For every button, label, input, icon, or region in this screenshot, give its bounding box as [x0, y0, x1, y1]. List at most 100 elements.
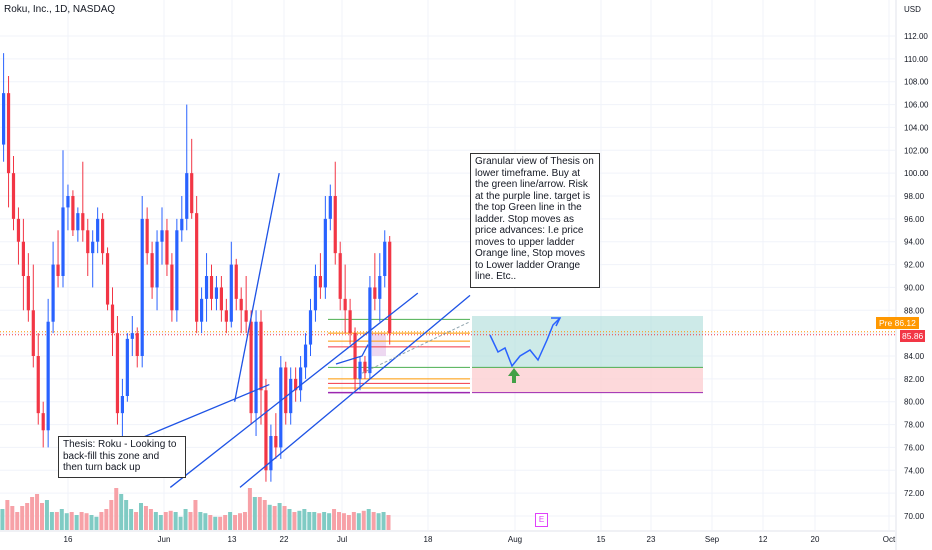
price-tick-label: 96.00 [904, 215, 925, 224]
candle-body [36, 356, 40, 414]
candle-body [274, 436, 278, 448]
price-tick-label: 78.00 [904, 421, 925, 430]
volume-bar [134, 512, 139, 530]
volume-bar [242, 512, 247, 530]
time-tick-label: 20 [811, 535, 820, 544]
candle-body [234, 264, 238, 299]
volume-bar [228, 512, 233, 530]
volume-bar [178, 516, 183, 530]
volume-bar [40, 503, 44, 530]
candle-body [343, 298, 347, 311]
price-tick-label: 76.00 [904, 443, 925, 452]
volume-bar [213, 516, 218, 530]
volume-bar [173, 512, 178, 530]
candle-body [66, 196, 70, 208]
candle-body [160, 230, 164, 242]
volume-bar [317, 513, 322, 530]
candle-body [209, 276, 214, 299]
volume-bar [139, 503, 143, 530]
volume-bar [44, 500, 49, 530]
time-tick-label: Oct [883, 535, 896, 544]
candle-body [259, 321, 263, 391]
time-tick-label: 18 [424, 535, 433, 544]
candle-body [21, 241, 25, 276]
pre-price: 86.12 [894, 318, 916, 328]
candle-body [383, 241, 387, 276]
volume-bar [381, 512, 386, 530]
volume-bar [341, 513, 346, 530]
candle-body [294, 378, 298, 391]
candle-body [145, 218, 149, 254]
last-price-tag: 85.86 [900, 330, 926, 342]
candle-body [96, 218, 100, 242]
volume-bar [327, 513, 332, 530]
volume-bar [148, 509, 153, 530]
candle-body [318, 276, 322, 288]
volume-bar [74, 515, 79, 530]
volume-bar [262, 500, 267, 530]
candle-body [323, 218, 327, 288]
volume-bar [267, 504, 272, 530]
time-tick-label: 12 [759, 535, 768, 544]
candle-body [244, 310, 248, 322]
price-tick-label: 112.00 [904, 32, 928, 41]
candle-body [115, 333, 120, 414]
volume-bar [322, 512, 327, 530]
volume-bar [386, 515, 391, 530]
volume-bar [10, 506, 15, 530]
time-tick-label: Aug [508, 535, 522, 544]
candle-body [61, 207, 65, 276]
candle-body [284, 367, 288, 414]
earnings-marker[interactable]: E [535, 513, 548, 527]
volume-bar [79, 512, 84, 530]
volume-bar [351, 512, 356, 530]
candle-body [56, 264, 60, 276]
volume-bar [252, 497, 257, 530]
pre-price-tag: Pre 86.12 [876, 317, 919, 329]
candle-body [81, 213, 85, 231]
volume-bar [208, 515, 213, 530]
price-tick-label: 108.00 [904, 78, 929, 87]
candle-body [229, 264, 233, 322]
volume-bar [104, 509, 109, 530]
granular-view-note[interactable]: Granular view of Thesis on lower timefra… [470, 153, 600, 288]
candle-body [363, 361, 367, 374]
volume-bar [223, 515, 228, 530]
volume-bar [183, 509, 188, 530]
candle-body [333, 196, 337, 254]
price-tick-label: 82.00 [904, 375, 925, 384]
volume-bar [119, 494, 124, 530]
price-tick-label: 84.00 [904, 352, 925, 361]
price-tick-label: 110.00 [904, 55, 928, 64]
candle-body [254, 321, 258, 414]
thesis-note[interactable]: Thesis: Roku - Looking to back-fill this… [58, 436, 186, 478]
candle-body [299, 367, 303, 391]
volume-bar [277, 503, 282, 530]
candle-body [388, 241, 392, 334]
volume-bar [218, 516, 223, 530]
price-tick-label: 70.00 [904, 512, 925, 521]
time-tick-label: Jun [158, 535, 171, 544]
candle-body [135, 333, 139, 356]
candle-body [105, 253, 110, 305]
candle-body [150, 253, 154, 288]
candle-body [185, 173, 189, 219]
candle-body [71, 196, 75, 231]
candle-body [269, 436, 273, 471]
volume-bar [356, 513, 361, 530]
risk-zone [472, 367, 703, 393]
candle-body [219, 287, 223, 311]
volume-bar [143, 506, 148, 530]
candle-body [140, 218, 144, 356]
candle-body [6, 93, 11, 174]
candle-body [46, 321, 50, 431]
candle-body [313, 276, 318, 311]
candle-body [86, 230, 90, 254]
volume-bar [257, 497, 262, 530]
volume-bar [114, 488, 119, 530]
price-tick-label: 80.00 [904, 398, 925, 407]
volume-bar [15, 512, 20, 530]
time-tick-label: 15 [597, 535, 606, 544]
volume-bar [332, 509, 337, 530]
price-tick-label: 100.00 [904, 169, 929, 178]
